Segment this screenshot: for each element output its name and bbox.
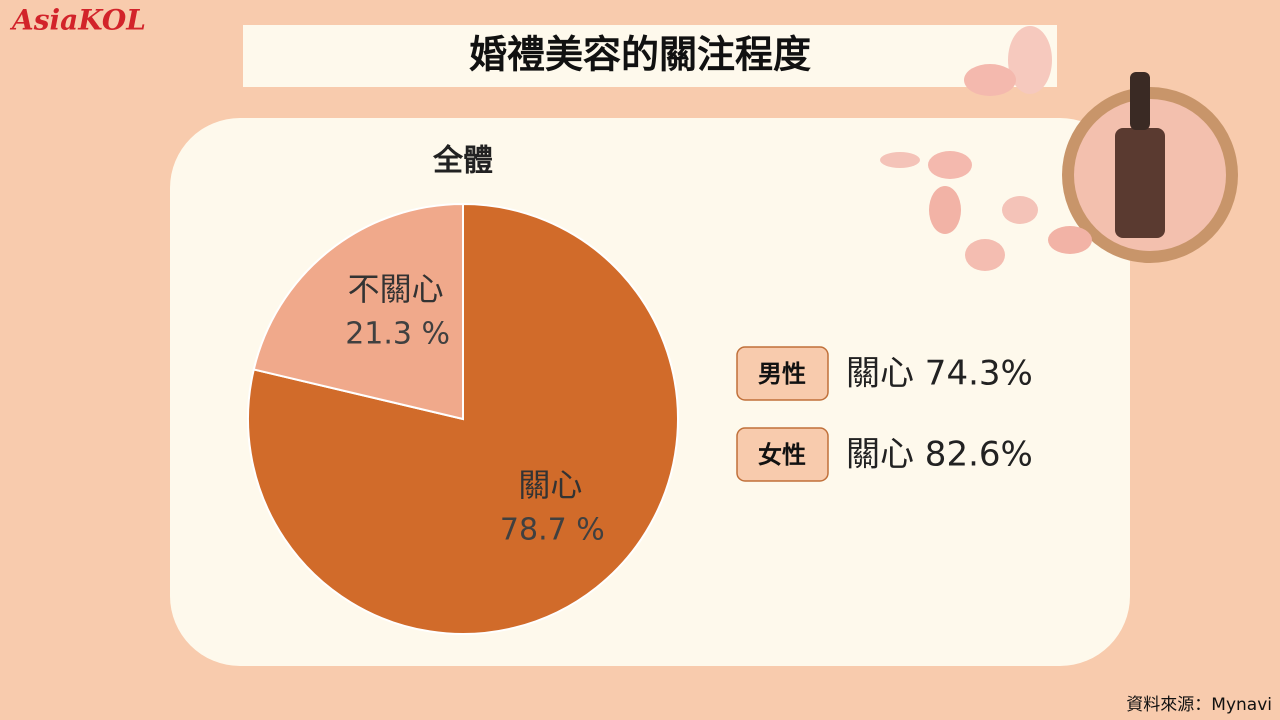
breakdown: 男性 關心 74.3% 女性 關心 82.6% [736, 346, 1033, 482]
petal [1048, 226, 1092, 254]
group-pill [736, 427, 829, 482]
group-text: 關心 74.3% [846, 354, 1033, 394]
petal [1002, 196, 1038, 224]
slice-value: 78.7 % [500, 512, 605, 547]
group-label: 男性 [758, 360, 806, 388]
group-text: 關心 82.6% [846, 435, 1033, 475]
bottle [1115, 128, 1165, 238]
petal [928, 151, 972, 179]
pie-slice [252, 202, 464, 421]
slice-value: 21.3 % [345, 317, 450, 352]
bottle-cap [1130, 72, 1150, 130]
pie-title: 全體 [432, 144, 493, 179]
petal [880, 152, 920, 168]
petal [929, 186, 961, 234]
logo: AsiaKOL [9, 4, 146, 37]
decoration [880, 26, 1238, 271]
petal [964, 64, 1016, 96]
pie: 關心 78.7 % 不關心 21.3 % [247, 202, 679, 635]
group-pill [736, 346, 829, 401]
source: 資料來源：Mynavi [1126, 695, 1272, 715]
slice-label: 關心 [518, 466, 582, 504]
slice-label: 不關心 [348, 270, 444, 308]
title: 婚禮美容的關注程度 [469, 33, 811, 77]
petal [1008, 26, 1052, 94]
petal [965, 239, 1005, 271]
group-label: 女性 [758, 441, 806, 469]
title-box [243, 25, 1057, 87]
